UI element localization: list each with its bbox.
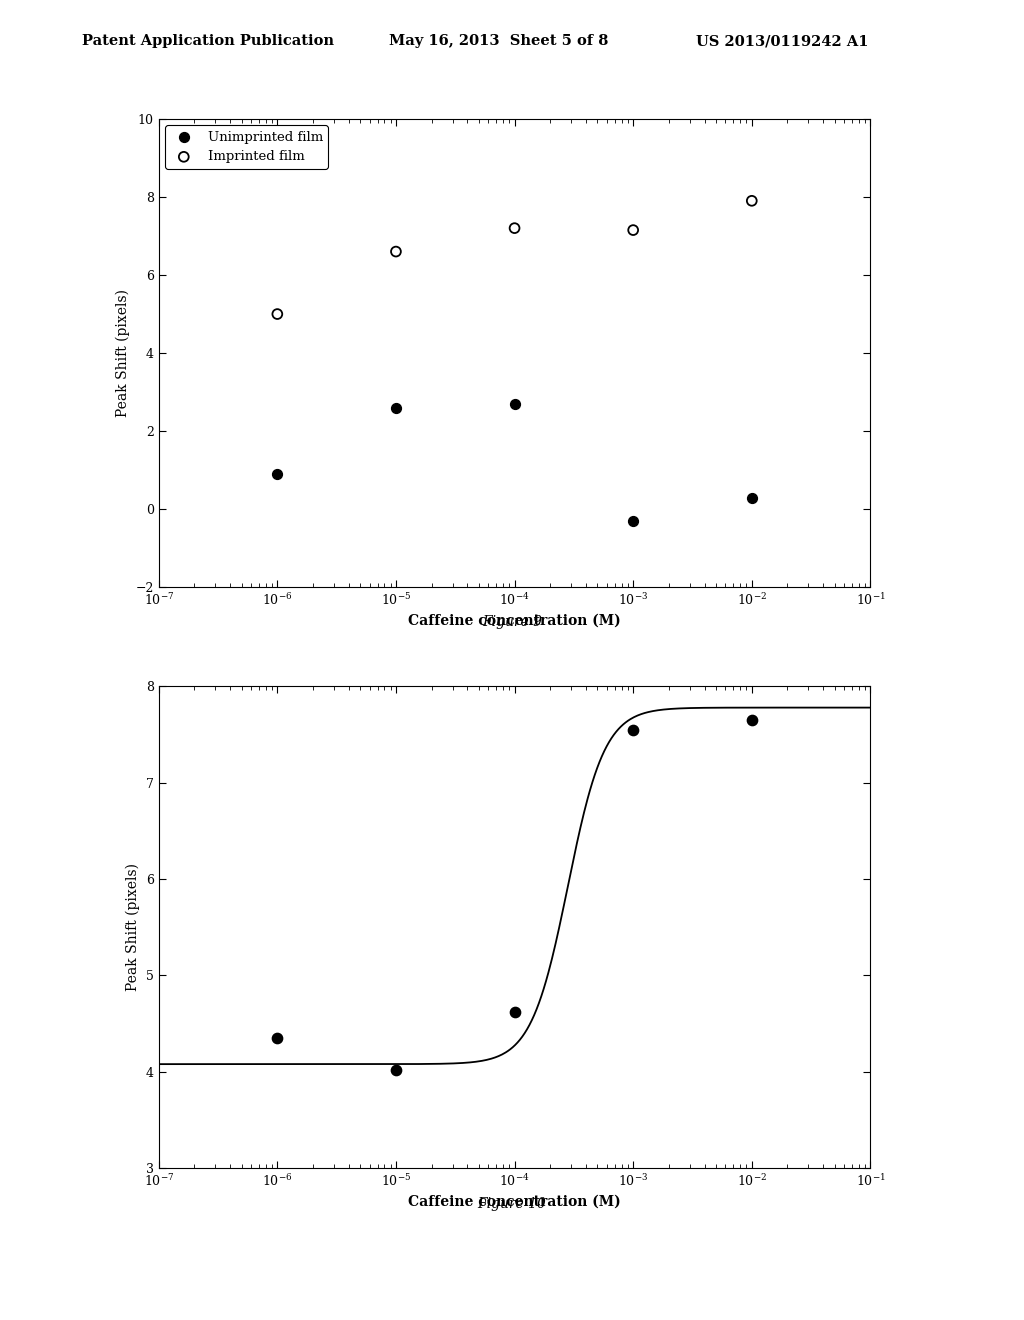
Y-axis label: Peak Shift (pixels): Peak Shift (pixels): [126, 863, 140, 991]
X-axis label: Caffeine concentration (M): Caffeine concentration (M): [409, 614, 621, 628]
Text: Patent Application Publication: Patent Application Publication: [82, 34, 334, 49]
Unimprinted film: [388, 397, 404, 418]
Imprinted film: [388, 242, 404, 263]
Imprinted film: [743, 190, 760, 211]
Imprinted film: [269, 304, 286, 325]
Text: US 2013/0119242 A1: US 2013/0119242 A1: [696, 34, 868, 49]
Point: [269, 1027, 286, 1048]
Text: Figure 9: Figure 9: [482, 615, 542, 630]
Point: [388, 1060, 404, 1081]
Unimprinted film: [269, 463, 286, 484]
Unimprinted film: [506, 393, 522, 414]
Unimprinted film: [625, 511, 641, 532]
Imprinted film: [506, 218, 522, 239]
Legend: Unimprinted film, Imprinted film: Unimprinted film, Imprinted film: [165, 125, 328, 169]
Point: [625, 719, 641, 741]
Point: [743, 710, 760, 731]
Unimprinted film: [743, 487, 760, 508]
Text: May 16, 2013  Sheet 5 of 8: May 16, 2013 Sheet 5 of 8: [389, 34, 608, 49]
X-axis label: Caffeine concentration (M): Caffeine concentration (M): [409, 1195, 621, 1209]
Text: Figure 10: Figure 10: [477, 1197, 547, 1212]
Y-axis label: Peak Shift (pixels): Peak Shift (pixels): [116, 289, 130, 417]
Imprinted film: [625, 219, 641, 240]
Point: [506, 1002, 522, 1023]
